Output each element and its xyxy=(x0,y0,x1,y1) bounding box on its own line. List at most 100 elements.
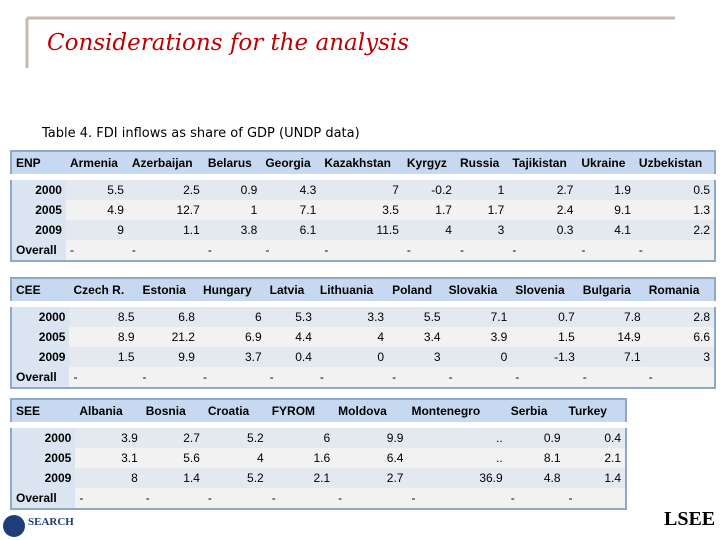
cell: 4 xyxy=(315,327,389,347)
cell: - xyxy=(334,488,408,509)
row-label: Overall xyxy=(11,367,70,388)
data-row: Overall - - - - - - - - xyxy=(11,488,626,509)
cell: - xyxy=(564,488,626,509)
cell: .. xyxy=(407,425,507,448)
cell: 6 xyxy=(267,425,335,448)
cell: - xyxy=(506,488,565,509)
cell: 2.2 xyxy=(634,220,715,240)
column-header: Albania xyxy=(75,399,142,428)
cell: 1.5 xyxy=(69,347,139,367)
cell: 3.9 xyxy=(75,425,142,448)
cell: - xyxy=(320,240,403,261)
cell: 7.1 xyxy=(261,200,321,220)
cell: 4.8 xyxy=(506,468,565,488)
column-header: Montenegro xyxy=(407,399,507,428)
cell: 5.5 xyxy=(388,304,445,327)
cell: 14.9 xyxy=(578,327,645,347)
cell: 8.1 xyxy=(506,448,565,468)
column-header: Hungary xyxy=(198,278,266,307)
title: Considerations for the analysis xyxy=(47,30,410,56)
cell: - xyxy=(265,367,316,388)
cell: 0.9 xyxy=(506,425,565,448)
cell: 0.7 xyxy=(511,304,579,327)
cell: - xyxy=(315,367,389,388)
cell: 1.7 xyxy=(455,200,509,220)
column-header: Lithuania xyxy=(315,278,389,307)
cell: - xyxy=(203,240,262,261)
data-row: 2009 9 1.1 3.8 6.1 11.5 4 3 0.3 4.1 2.2 xyxy=(11,220,715,240)
data-row: 2009 1.5 9.9 3.7 0.4 0 3 0 -1.3 7.1 3 xyxy=(11,347,715,367)
cell: 7.1 xyxy=(444,304,512,327)
data-row: 2000 8.5 6.8 6 5.3 3.3 5.5 7.1 0.7 7.8 2.8 xyxy=(11,304,715,327)
column-header: Georgia xyxy=(261,151,321,180)
data-table: SEE Albania Bosnia Croatia FYROM Moldova Monte… xyxy=(10,398,627,510)
column-header: Slovakia xyxy=(444,278,512,307)
cell: 6.8 xyxy=(138,304,199,327)
data-row: 2000 3.9 2.7 5.2 6 9.9.. 0.9 0.4 xyxy=(11,425,626,448)
cell: - xyxy=(198,367,266,388)
data-row: 2005 4.9 12.7 1 7.1 3.5 1.7 1.7 2.4 9.1 1.3 xyxy=(11,200,715,220)
cell: 2.8 xyxy=(644,304,715,327)
column-header: Estonia xyxy=(138,278,199,307)
cell: 5.2 xyxy=(203,468,268,488)
cell: 3.8 xyxy=(203,220,262,240)
column-header: Turkey xyxy=(564,399,626,428)
cell: 3.5 xyxy=(320,200,403,220)
column-header: Romania xyxy=(644,278,715,307)
cell: - xyxy=(511,367,579,388)
cell: 1.1 xyxy=(127,220,204,240)
cell: 2.7 xyxy=(334,468,408,488)
row-label: Overall xyxy=(11,240,66,261)
cell: 1.3 xyxy=(634,200,715,220)
cell: 1.5 xyxy=(511,327,579,347)
data-row: 2005 8.9 21.2 6.9 4.4 4 3.4 3.9 1.5 14.9 6.6 xyxy=(11,327,715,347)
column-header: FYROM xyxy=(267,399,335,428)
cell: 8.9 xyxy=(69,327,139,347)
cell: 2.1 xyxy=(267,468,335,488)
cell: 9.9 xyxy=(138,347,199,367)
cell: 11.5 xyxy=(320,220,403,240)
cell: 9.1 xyxy=(577,200,635,220)
cell: - xyxy=(65,240,128,261)
cell: 0 xyxy=(444,347,512,367)
cell: - xyxy=(75,488,142,509)
cell: - xyxy=(267,488,335,509)
cell: - xyxy=(138,367,199,388)
cell: 2.7 xyxy=(141,425,204,448)
cell: - xyxy=(407,488,507,509)
column-header: Russia xyxy=(455,151,509,180)
cell: 2.1 xyxy=(564,448,626,468)
cell: 6.6 xyxy=(644,327,715,347)
row-label: 2005 xyxy=(11,448,76,468)
cell: -1.3 xyxy=(511,347,579,367)
cell: 2.4 xyxy=(508,200,578,220)
cell: 4 xyxy=(402,220,456,240)
header-row: CEE Czech R. Estonia Hungary Latvia Lithuania… xyxy=(11,278,715,307)
cell: 6.1 xyxy=(261,220,321,240)
row-label: 2005 xyxy=(11,200,66,220)
cell: 3.4 xyxy=(388,327,445,347)
row-label: Overall xyxy=(11,488,76,509)
cell: 3 xyxy=(388,347,445,367)
logo-left: SEARCH xyxy=(28,516,74,528)
column-header: Azerbaijan xyxy=(127,151,204,180)
cell: 3.9 xyxy=(444,327,512,347)
column-header: Serbia xyxy=(506,399,565,428)
column-header: Ukraine xyxy=(577,151,635,180)
cell: 4.9 xyxy=(65,200,128,220)
cell: 4.1 xyxy=(577,220,635,240)
cell: 5.6 xyxy=(141,448,204,468)
row-label: 2009 xyxy=(11,468,76,488)
column-header: Armenia xyxy=(65,151,128,180)
row-label: 2005 xyxy=(11,327,70,347)
cell: - xyxy=(127,240,204,261)
column-header: Belarus xyxy=(203,151,262,180)
row-label: 2000 xyxy=(11,425,76,448)
logo-right: LSEE xyxy=(664,508,716,530)
cell: - xyxy=(402,240,456,261)
cell: - xyxy=(578,367,645,388)
cell: 0.4 xyxy=(265,347,316,367)
cell: 1.9 xyxy=(577,177,635,200)
